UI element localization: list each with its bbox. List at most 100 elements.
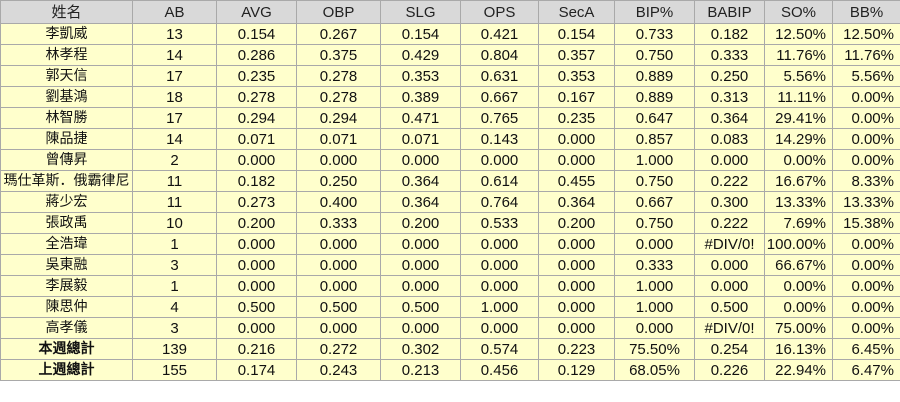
obp-cell: 0.000 — [296, 275, 381, 297]
slg-cell: 0.000 — [380, 233, 461, 255]
avg-cell: 0.278 — [216, 86, 297, 108]
bip-pct-cell: 0.750 — [614, 44, 695, 66]
babip-cell: 0.333 — [694, 44, 765, 66]
avg-cell: 0.000 — [216, 254, 297, 276]
babip-cell: 0.364 — [694, 107, 765, 129]
obp-cell: 0.000 — [296, 254, 381, 276]
so-pct-cell: 0.00% — [764, 149, 833, 171]
ops-cell: 0.000 — [460, 254, 539, 276]
ops-cell: 0.765 — [460, 107, 539, 129]
so-pct-cell: 11.11% — [764, 86, 833, 108]
header-avg: AVG — [216, 0, 297, 24]
babip-cell: 0.250 — [694, 65, 765, 87]
obp-cell: 0.000 — [296, 317, 381, 339]
bb-pct-cell: 15.38% — [832, 212, 900, 234]
table-body: 李凱威 13 0.154 0.267 0.154 0.421 0.154 0.733 0.182… — [0, 23, 900, 381]
player-name-cell: 瑪仕革斯．俄霸律尼 — [0, 170, 133, 192]
ops-cell: 0.456 — [460, 359, 539, 381]
seca-cell: 0.154 — [538, 23, 615, 45]
seca-cell: 0.455 — [538, 170, 615, 192]
header-bb-pct: BB% — [832, 0, 900, 24]
avg-cell: 0.294 — [216, 107, 297, 129]
slg-cell: 0.389 — [380, 86, 461, 108]
ops-cell: 0.631 — [460, 65, 539, 87]
ab-cell: 155 — [132, 359, 217, 381]
ab-cell: 4 — [132, 296, 217, 318]
table-row: 陳思仲 4 0.500 0.500 0.500 1.000 0.000 1.000 0.500 0… — [0, 296, 900, 318]
player-name-cell: 吳東融 — [0, 254, 133, 276]
so-pct-cell: 100.00% — [764, 233, 833, 255]
babip-cell: 0.000 — [694, 149, 765, 171]
so-pct-cell: 5.56% — [764, 65, 833, 87]
seca-cell: 0.000 — [538, 233, 615, 255]
seca-cell: 0.000 — [538, 296, 615, 318]
babip-cell: 0.222 — [694, 170, 765, 192]
bb-pct-cell: 6.47% — [832, 359, 900, 381]
babip-cell: #DIV/0! — [694, 233, 765, 255]
table-row: 李凱威 13 0.154 0.267 0.154 0.421 0.154 0.733 0.182… — [0, 23, 900, 45]
bip-pct-cell: 0.889 — [614, 65, 695, 87]
ab-cell: 3 — [132, 317, 217, 339]
avg-cell: 0.286 — [216, 44, 297, 66]
bb-pct-cell: 0.00% — [832, 86, 900, 108]
ab-cell: 13 — [132, 23, 217, 45]
seca-cell: 0.357 — [538, 44, 615, 66]
so-pct-cell: 0.00% — [764, 275, 833, 297]
ab-cell: 11 — [132, 170, 217, 192]
table-row: 吳東融 3 0.000 0.000 0.000 0.000 0.000 0.333 0.000 6… — [0, 254, 900, 276]
slg-cell: 0.429 — [380, 44, 461, 66]
player-name-cell: 林智勝 — [0, 107, 133, 129]
ops-cell: 0.533 — [460, 212, 539, 234]
bb-pct-cell: 0.00% — [832, 128, 900, 150]
bip-pct-cell: 0.857 — [614, 128, 695, 150]
header-name: 姓名 — [0, 0, 133, 24]
header-bip-pct: BIP% — [614, 0, 695, 24]
babip-cell: #DIV/0! — [694, 317, 765, 339]
bb-pct-cell: 0.00% — [832, 149, 900, 171]
so-pct-cell: 22.94% — [764, 359, 833, 381]
player-name-cell: 陳品捷 — [0, 128, 133, 150]
bip-pct-cell: 1.000 — [614, 275, 695, 297]
table-row: 高孝儀 3 0.000 0.000 0.000 0.000 0.000 0.000 #DIV/0… — [0, 317, 900, 339]
player-name-cell: 曾傳昇 — [0, 149, 133, 171]
bip-pct-cell: 1.000 — [614, 149, 695, 171]
seca-cell: 0.000 — [538, 317, 615, 339]
ab-cell: 3 — [132, 254, 217, 276]
ops-cell: 0.764 — [460, 191, 539, 213]
babip-cell: 0.000 — [694, 275, 765, 297]
player-name-cell: 李凱威 — [0, 23, 133, 45]
player-name-cell: 陳思仲 — [0, 296, 133, 318]
header-ops: OPS — [460, 0, 539, 24]
ops-cell: 0.143 — [460, 128, 539, 150]
header-seca: SecA — [538, 0, 615, 24]
slg-cell: 0.500 — [380, 296, 461, 318]
ops-cell: 0.667 — [460, 86, 539, 108]
babip-cell: 0.000 — [694, 254, 765, 276]
bip-pct-cell: 68.05% — [614, 359, 695, 381]
player-name-cell: 劉基鴻 — [0, 86, 133, 108]
ab-cell: 17 — [132, 107, 217, 129]
player-name-cell: 林孝程 — [0, 44, 133, 66]
header-ab: AB — [132, 0, 217, 24]
avg-cell: 0.200 — [216, 212, 297, 234]
bb-pct-cell: 0.00% — [832, 275, 900, 297]
header-babip: BABIP — [694, 0, 765, 24]
bip-pct-cell: 0.889 — [614, 86, 695, 108]
bip-pct-cell: 0.667 — [614, 191, 695, 213]
player-name-cell: 郭天信 — [0, 65, 133, 87]
table-row: 蔣少宏 11 0.273 0.400 0.364 0.764 0.364 0.667 0.300… — [0, 191, 900, 213]
so-pct-cell: 16.13% — [764, 338, 833, 360]
seca-cell: 0.364 — [538, 191, 615, 213]
bb-pct-cell: 5.56% — [832, 65, 900, 87]
avg-cell: 0.500 — [216, 296, 297, 318]
avg-cell: 0.000 — [216, 317, 297, 339]
table-row: 李展毅 1 0.000 0.000 0.000 0.000 0.000 1.000 0.000 0… — [0, 275, 900, 297]
bip-pct-cell: 0.750 — [614, 212, 695, 234]
obp-cell: 0.272 — [296, 338, 381, 360]
slg-cell: 0.213 — [380, 359, 461, 381]
slg-cell: 0.302 — [380, 338, 461, 360]
bip-pct-cell: 1.000 — [614, 296, 695, 318]
ab-cell: 14 — [132, 44, 217, 66]
so-pct-cell: 29.41% — [764, 107, 833, 129]
obp-cell: 0.278 — [296, 65, 381, 87]
